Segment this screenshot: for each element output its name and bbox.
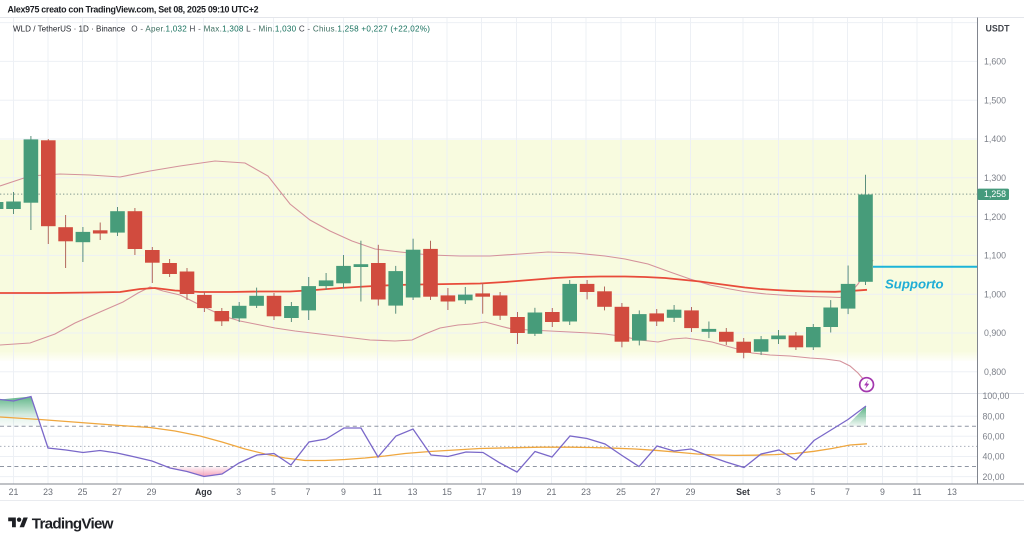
svg-text:60,00: 60,00 bbox=[983, 432, 1005, 442]
svg-text:19: 19 bbox=[512, 487, 522, 497]
svg-text:TradingView: TradingView bbox=[32, 515, 114, 532]
svg-text:USDT: USDT bbox=[986, 23, 1011, 33]
svg-text:13: 13 bbox=[408, 487, 418, 497]
svg-text:100,00: 100,00 bbox=[983, 391, 1010, 401]
svg-text:27: 27 bbox=[651, 487, 661, 497]
svg-text:1,500: 1,500 bbox=[984, 95, 1006, 105]
svg-text:25: 25 bbox=[78, 487, 88, 497]
svg-text:9: 9 bbox=[341, 487, 346, 497]
svg-text:WLD / TetherUS · 1D · Binance: WLD / TetherUS · 1D · Binance bbox=[13, 25, 126, 34]
svg-text:1,300: 1,300 bbox=[984, 173, 1006, 183]
svg-text:1,258: 1,258 bbox=[984, 189, 1006, 199]
svg-text:1,000: 1,000 bbox=[984, 289, 1006, 299]
svg-text:13: 13 bbox=[947, 487, 957, 497]
svg-text:80,00: 80,00 bbox=[983, 411, 1005, 421]
svg-text:9: 9 bbox=[880, 487, 885, 497]
svg-text:0,900: 0,900 bbox=[984, 328, 1006, 338]
svg-text:11: 11 bbox=[373, 487, 382, 497]
svg-text:11: 11 bbox=[912, 487, 921, 497]
svg-text:5: 5 bbox=[811, 487, 816, 497]
svg-text:21: 21 bbox=[9, 487, 19, 497]
svg-text:3: 3 bbox=[776, 487, 781, 497]
svg-text:7: 7 bbox=[306, 487, 311, 497]
svg-text:0,800: 0,800 bbox=[984, 367, 1006, 377]
svg-text:Alex975 creato con TradingView: Alex975 creato con TradingView.com, Set … bbox=[8, 4, 259, 14]
svg-text:1,100: 1,100 bbox=[984, 251, 1006, 261]
svg-text:1,200: 1,200 bbox=[984, 212, 1006, 222]
svg-text:5: 5 bbox=[271, 487, 276, 497]
svg-text:27: 27 bbox=[112, 487, 122, 497]
svg-text:17: 17 bbox=[477, 487, 487, 497]
svg-text:1,600: 1,600 bbox=[984, 57, 1006, 67]
svg-text:1,400: 1,400 bbox=[984, 134, 1006, 144]
svg-text:15: 15 bbox=[442, 487, 452, 497]
svg-text:40,00: 40,00 bbox=[983, 452, 1005, 462]
svg-text:3: 3 bbox=[236, 487, 241, 497]
svg-text:Supporto: Supporto bbox=[885, 277, 944, 292]
svg-text:20,00: 20,00 bbox=[983, 472, 1005, 482]
svg-text:23: 23 bbox=[43, 487, 53, 497]
svg-text:7: 7 bbox=[845, 487, 850, 497]
svg-text:29: 29 bbox=[147, 487, 157, 497]
svg-text:25: 25 bbox=[616, 487, 626, 497]
svg-text:21: 21 bbox=[547, 487, 557, 497]
svg-text:23: 23 bbox=[581, 487, 591, 497]
svg-text:O - Aper.1,032 H - Max.1,308: O - Aper.1,032 H - Max.1,308 L - Min.1,0… bbox=[131, 25, 430, 34]
svg-text:Set: Set bbox=[736, 487, 750, 497]
svg-text:29: 29 bbox=[686, 487, 696, 497]
svg-text:Ago: Ago bbox=[195, 487, 213, 497]
